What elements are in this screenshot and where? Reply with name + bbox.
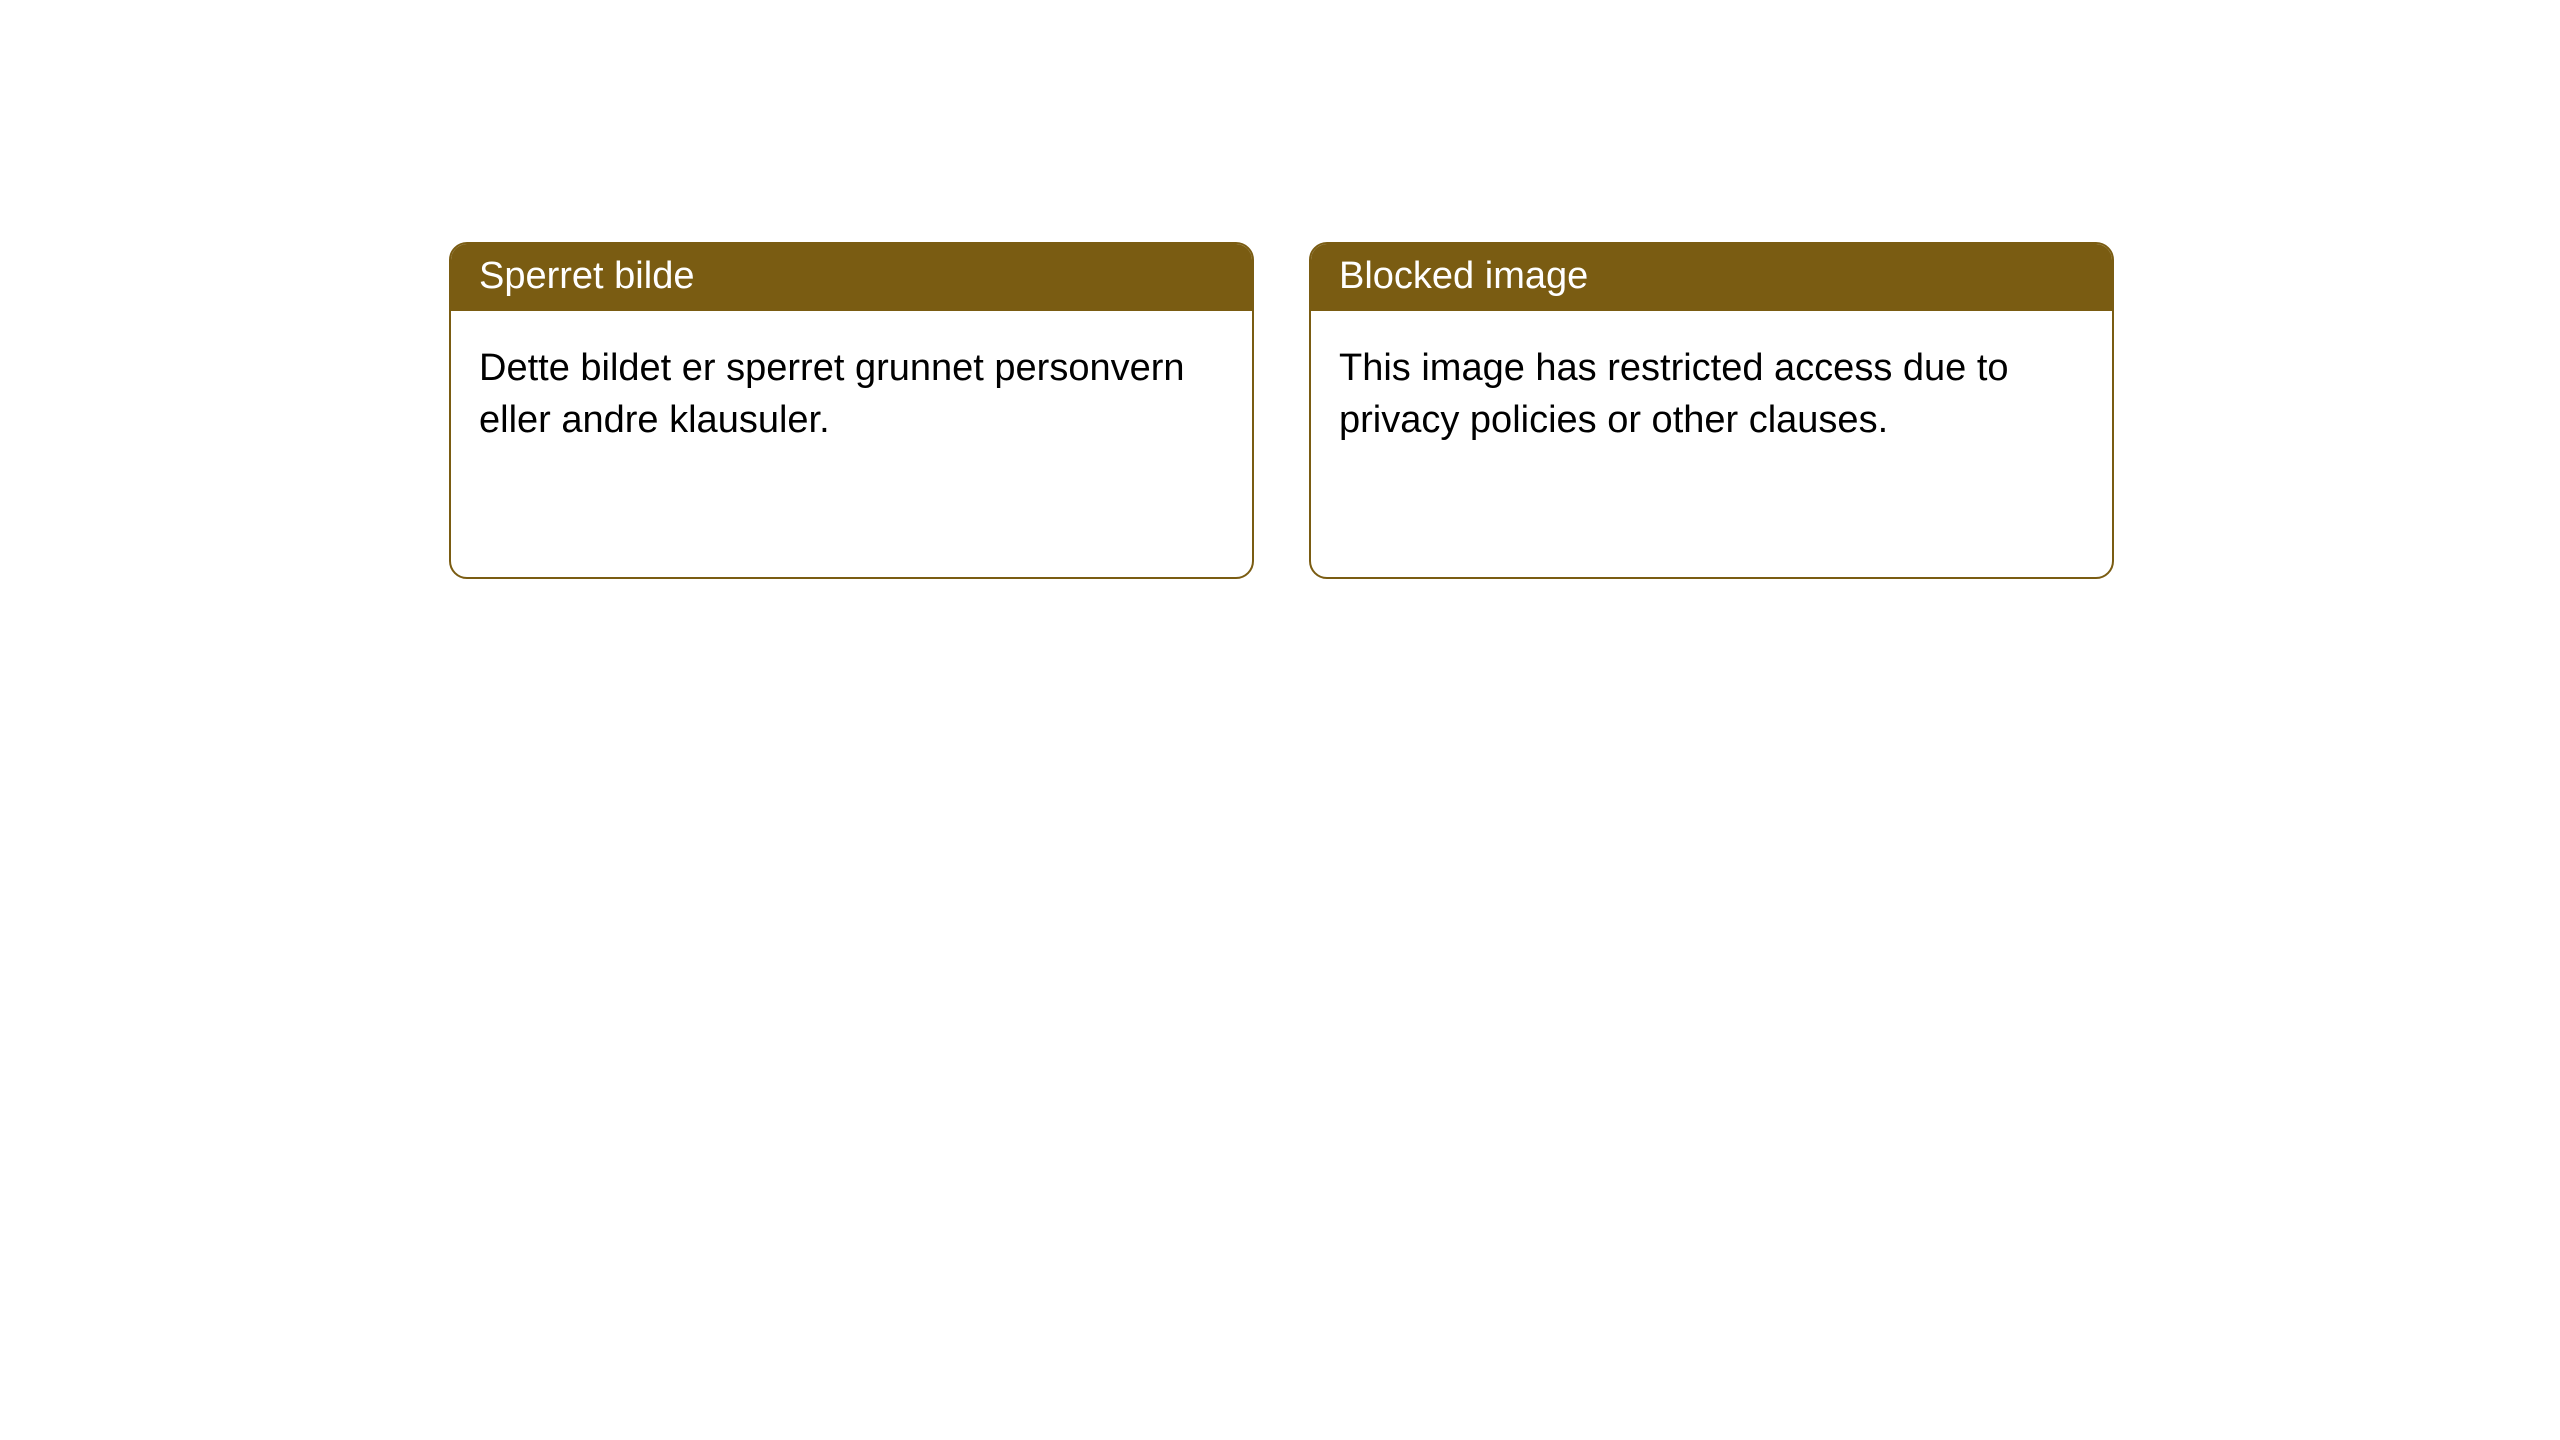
notice-header: Blocked image bbox=[1311, 244, 2112, 311]
notice-container: Sperret bilde Dette bildet er sperret gr… bbox=[0, 0, 2560, 579]
notice-body: This image has restricted access due to … bbox=[1311, 311, 2112, 478]
notice-card-norwegian: Sperret bilde Dette bildet er sperret gr… bbox=[449, 242, 1254, 579]
notice-header: Sperret bilde bbox=[451, 244, 1252, 311]
notice-card-english: Blocked image This image has restricted … bbox=[1309, 242, 2114, 579]
notice-body: Dette bildet er sperret grunnet personve… bbox=[451, 311, 1252, 478]
